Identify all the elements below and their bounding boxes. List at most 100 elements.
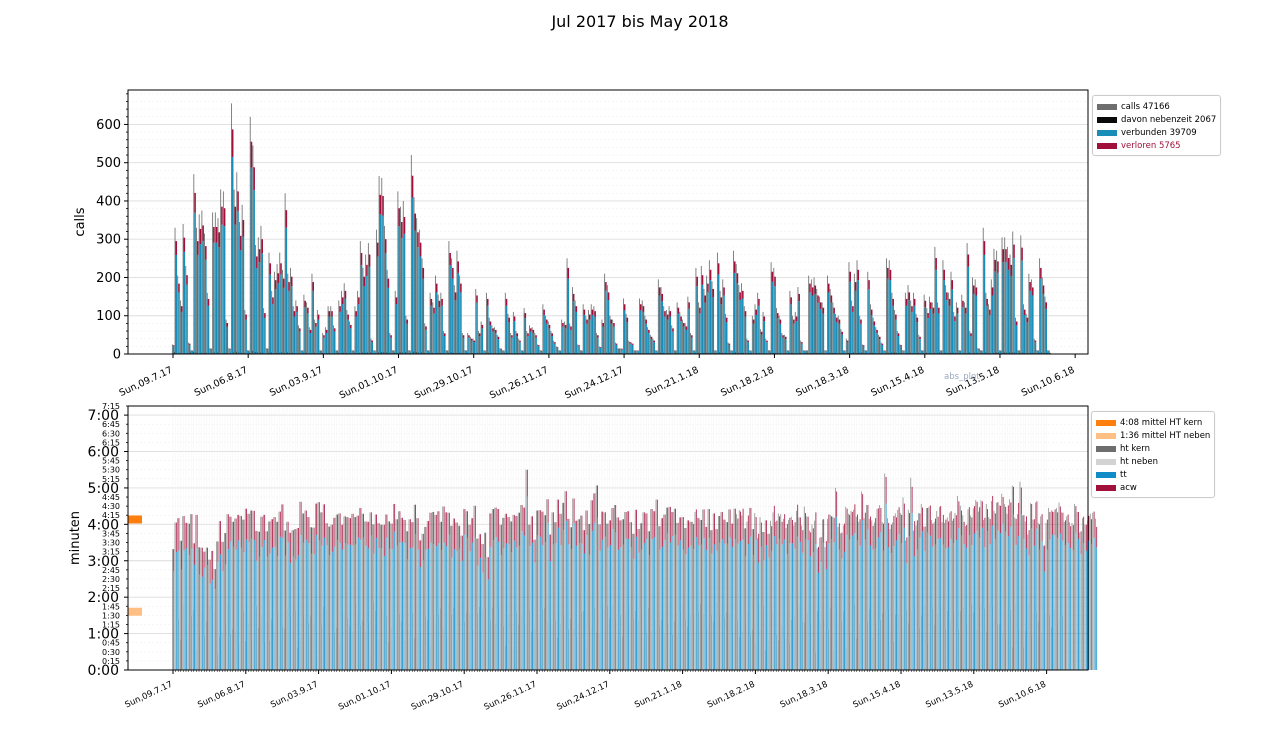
bar-tt [981, 527, 983, 670]
bar-tt [339, 542, 341, 670]
bar-ht-kern [608, 520, 610, 670]
bar-acw [953, 518, 955, 543]
bar-verloren [680, 316, 682, 322]
bar-ht-neben [627, 606, 629, 670]
bar-verbunden [497, 339, 500, 354]
bar-verbunden [363, 286, 366, 354]
bar-acw [1091, 519, 1092, 545]
bar-calls [996, 250, 998, 354]
bar-acw [467, 511, 468, 538]
bar-acw [331, 524, 333, 552]
bar-acw [911, 486, 913, 514]
bar-calls [601, 319, 603, 354]
bar-ht-neben [474, 642, 475, 670]
bar-verbunden [674, 350, 677, 354]
bar-acw [987, 509, 988, 532]
bar-ht-neben [765, 650, 767, 670]
bar-tt [997, 530, 999, 670]
bar-ht-neben [362, 620, 364, 670]
bar-acw [337, 514, 338, 541]
bar-ht-neben [261, 615, 262, 670]
bar-ht-neben [1017, 630, 1019, 670]
bar-calls [789, 290, 791, 354]
bar-verbunden [972, 293, 975, 354]
bar-ht-kern [538, 510, 540, 670]
bar-ht-neben [216, 654, 218, 670]
bar-calls [314, 319, 316, 354]
bar-calls [998, 350, 1000, 354]
bar-verbunden [406, 323, 408, 354]
bar-tt [412, 547, 414, 670]
xtick-label-bottom: Sun,13.5.18 [924, 680, 975, 711]
bar-calls [1004, 237, 1006, 354]
bar-tt [708, 537, 710, 670]
bar-verloren [650, 336, 653, 340]
bar-tt [932, 546, 934, 670]
bar-ht-neben [489, 621, 491, 670]
bar-ht-neben [206, 621, 208, 670]
bar-ht-kern [996, 502, 997, 670]
bar-calls [177, 275, 179, 354]
bar-tt [841, 558, 843, 670]
bar-acw [370, 512, 372, 536]
bar-ht-neben [466, 612, 468, 670]
bar-verbunden [688, 308, 690, 354]
bar-verloren [513, 316, 516, 322]
bar-tt [287, 542, 289, 670]
bar-verbunden [183, 251, 186, 354]
bar-tt [183, 550, 185, 670]
bar-calls [652, 338, 654, 354]
bar-acw [357, 515, 359, 538]
bar-tt [682, 549, 684, 670]
bar-calls [657, 279, 659, 354]
bar-calls [604, 273, 606, 354]
bar-ht-kern [892, 522, 893, 670]
bar-calls [290, 267, 291, 354]
bar-ht-kern [837, 526, 839, 670]
bar-acw [734, 508, 736, 540]
bar-acw [836, 491, 838, 517]
xtick-label-bottom: Sun,18.3.18 [779, 680, 830, 711]
bar-acw [719, 515, 721, 543]
bar-ht-kern [377, 523, 379, 670]
bar-verbunden [239, 250, 242, 354]
bar-acw [789, 517, 791, 544]
bar-acw [446, 512, 448, 547]
bar-ht-neben [708, 621, 709, 670]
bar-acw [261, 516, 263, 548]
bar-ht-kern [970, 515, 971, 670]
bar-tt [261, 547, 263, 670]
bar-verbunden [970, 336, 972, 354]
bar-ht-neben [835, 608, 837, 670]
bar-ht-neben [463, 622, 465, 670]
bar-calls [537, 344, 538, 354]
bar-ht-kern [387, 521, 389, 670]
bar-ht-neben [352, 631, 353, 670]
bar-ht-kern [1040, 516, 1042, 670]
bar-tt [883, 550, 884, 670]
bar-tt [727, 543, 728, 670]
bar-acw [755, 517, 757, 540]
bar-calls [875, 327, 877, 354]
bar-calls [440, 292, 442, 354]
bar-verbunden [1029, 290, 1031, 354]
bar-verbunden [218, 247, 221, 354]
bar-calls [333, 325, 334, 354]
bar-ht-kern [801, 525, 802, 670]
bar-ht-kern [276, 521, 277, 670]
bar-acw [558, 499, 559, 528]
bar-verloren [194, 192, 196, 213]
bar-ht-neben [331, 645, 332, 670]
ytick-label-top: 400 [96, 194, 121, 209]
bar-verbunden [728, 344, 731, 354]
bar-calls [969, 331, 971, 354]
bar-calls [902, 350, 904, 354]
bar-calls [878, 334, 879, 354]
bar-verloren [285, 210, 288, 228]
bar-calls [523, 308, 525, 354]
bar-ht-neben [359, 625, 361, 670]
bar-ht-neben [601, 608, 603, 670]
bar-verbunden [1037, 350, 1039, 354]
bar-tt [768, 557, 770, 670]
bar-verbunden [419, 256, 422, 354]
